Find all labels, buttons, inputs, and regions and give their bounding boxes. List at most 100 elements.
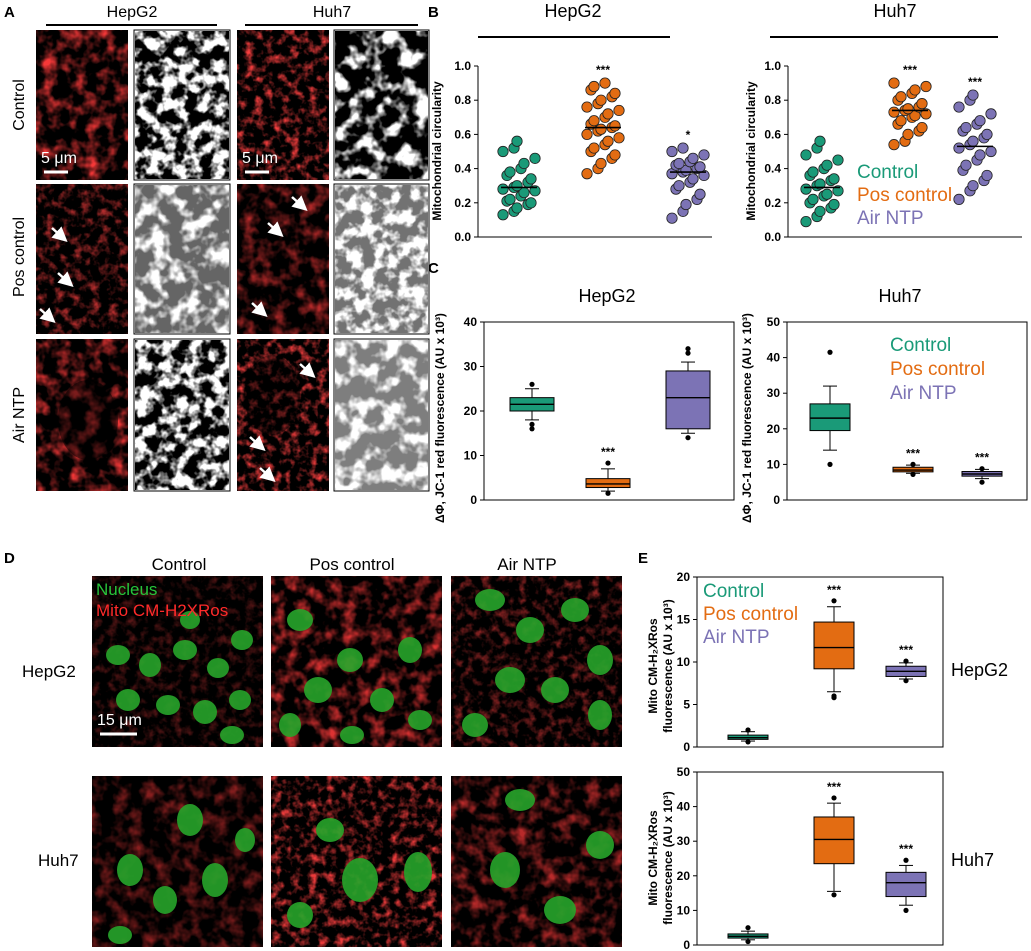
outlier-point: [685, 346, 691, 352]
panel-a-row-air-ntp: Air NTP: [11, 387, 28, 443]
y-tick-label: 1.0: [454, 59, 471, 73]
significance-label: ***: [906, 446, 920, 460]
arrow-9: [259, 466, 276, 483]
legend-e-pos-control: Pos control: [703, 604, 798, 625]
outlier-point: [903, 658, 909, 664]
data-point: [967, 89, 979, 101]
panel-d-row-huh7: Huh7: [38, 851, 79, 870]
y-tick-label: 0.4: [454, 162, 471, 176]
data-point: [581, 128, 593, 140]
data-point: [953, 193, 965, 205]
y-tick-label: 0.6: [764, 127, 781, 141]
y-tick-label: 15: [677, 613, 691, 627]
data-point: [814, 205, 826, 217]
panel-a-title-huh7: Huh7: [313, 4, 351, 21]
data-point: [694, 161, 706, 173]
panel-b-title-huh7: Huh7: [873, 1, 916, 21]
micrograph-huh7-pos-control: [237, 184, 329, 334]
confocal-hepg2-control: [92, 576, 263, 747]
outlier-point: [831, 892, 837, 898]
data-point: [800, 149, 812, 161]
box: [585, 478, 631, 489]
data-point: [821, 188, 833, 200]
panel-e-ylabel-hepg2-line1: Mito CM-H₂XRos: [646, 618, 660, 714]
data-point: [909, 84, 921, 96]
data-point: [504, 193, 516, 205]
micrograph-huh7-air-ntp: [237, 339, 329, 491]
outlier-point: [529, 426, 535, 432]
panel-e-ylabel-hepg2-line2: fluorescence (AU x 10³): [661, 599, 675, 732]
box: [809, 403, 851, 432]
data-point: [953, 101, 965, 113]
data-point: [895, 91, 907, 103]
plot-frame: [786, 321, 1028, 501]
y-tick-label: 10: [464, 449, 478, 463]
panel-c-ylabel-hepg2: ΔΦ, JC-1 red fluorescence (AU x 10³): [433, 313, 447, 523]
significance-label: ***: [827, 780, 841, 794]
data-point: [511, 180, 523, 192]
arrow-5: [267, 221, 284, 238]
y-tick-label: 30: [464, 360, 478, 374]
y-tick-label: 0: [683, 740, 690, 754]
panel-e-ylabel-huh7-line2: fluorescence (AU x 10³): [661, 791, 675, 924]
panel-d-legend-mito: Mito CM-H2XRos: [96, 601, 228, 620]
scale-bar-label-huh7: 5 μm: [242, 150, 278, 167]
confocal-huh7-control: [92, 776, 263, 947]
y-tick-label: 0: [470, 493, 477, 507]
data-point: [613, 132, 625, 144]
outlier-point: [910, 461, 916, 467]
data-point: [497, 209, 509, 221]
y-tick-label: 0.4: [764, 162, 781, 176]
data-point: [497, 183, 509, 195]
y-tick-label: 0: [773, 493, 780, 507]
data-point: [888, 139, 900, 151]
y-tick-label: 0: [683, 938, 690, 951]
data-point: [588, 142, 600, 154]
panel-c-title-huh7: Huh7: [878, 286, 921, 306]
outlier-point: [910, 471, 916, 477]
panel-d-col-pos-control: Pos control: [309, 555, 394, 574]
data-point: [666, 145, 678, 158]
y-tick-label: 0.0: [454, 230, 471, 244]
data-point: [888, 77, 900, 89]
outlier-point: [827, 461, 833, 467]
panel-e-side-hepg2: HepG2: [951, 660, 1008, 680]
significance-label: ***: [903, 63, 917, 77]
micrograph-hepg2-control: [36, 30, 128, 180]
outlier-point: [745, 925, 751, 931]
outlier-point: [685, 435, 691, 441]
y-tick-label: 5: [683, 698, 690, 712]
data-point: [800, 216, 812, 228]
chart-b-huh7: 0.0 0.2 0.4 0.6 0.8 1.0 *** ***: [764, 59, 1022, 244]
y-tick-label: 40: [677, 800, 691, 814]
significance-label: ***: [975, 451, 989, 465]
data-point: [981, 128, 993, 140]
data-point: [974, 149, 986, 161]
legend-c-air-ntp: Air NTP: [890, 383, 957, 404]
data-point: [960, 121, 972, 134]
panel-d-legend-nucleus: Nucleus: [96, 580, 157, 599]
arrow-7: [299, 362, 316, 379]
y-tick-label: 20: [767, 422, 781, 436]
chart-e-huh7: 0 10 20 30 40 50 *** ***: [677, 765, 944, 951]
data-point: [814, 135, 826, 147]
panel-b-title-hepg2: HepG2: [544, 1, 601, 21]
outlier-point: [903, 907, 909, 914]
box: [665, 370, 711, 430]
outlier-point: [529, 381, 535, 387]
y-tick-label: 10: [677, 903, 691, 917]
confocal-hepg2-air-ntp: [451, 576, 622, 747]
y-tick-label: 20: [677, 869, 691, 883]
data-point: [828, 173, 840, 185]
binary-huh7-pos-control: [333, 183, 430, 335]
data-point: [832, 154, 844, 166]
micrograph-hepg2-pos-control: [36, 184, 128, 334]
chart-e-hepg2: 0 5 10 15 20 *** ***: [677, 570, 944, 754]
y-tick-label: 50: [677, 765, 691, 779]
panel-a-row-control: Control: [11, 79, 28, 131]
data-point: [920, 80, 932, 93]
chart-b-hepg2: 0.00.20.40.60.81.0 ****: [454, 59, 712, 244]
significance-label: ***: [899, 842, 913, 856]
panel-d-row-hepg2: HepG2: [22, 662, 76, 681]
significance-label: *: [686, 128, 691, 142]
